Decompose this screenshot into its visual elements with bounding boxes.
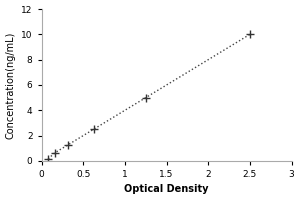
Point (65, 143, 70, 147)
Point (46, 157, 50, 160)
Y-axis label: Concentration(ng/mL): Concentration(ng/mL) (6, 31, 16, 139)
Point (248, 33, 252, 36)
Point (52, 151, 57, 155)
X-axis label: Optical Density: Optical Density (124, 184, 209, 194)
Point (91, 128, 96, 131)
Point (143, 96, 148, 99)
